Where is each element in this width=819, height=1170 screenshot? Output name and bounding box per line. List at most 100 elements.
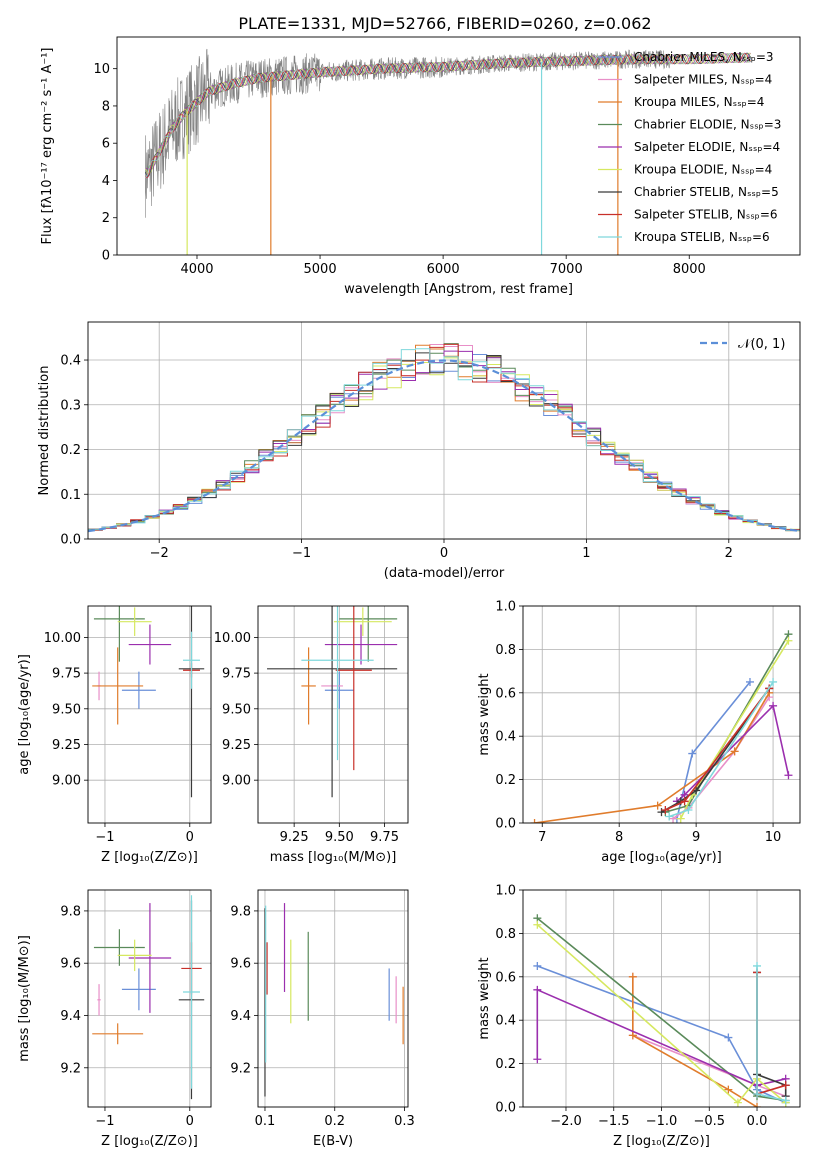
data-point — [533, 1055, 542, 1064]
axes-frame — [87, 889, 212, 1108]
y-axis-label: Normed distribution — [37, 366, 52, 496]
series-k_stelib — [753, 961, 790, 1105]
y-tick-label: 9.2 — [60, 1061, 81, 1076]
errorbar-k_elodie — [333, 607, 392, 636]
data-point — [684, 805, 693, 814]
normal-curve — [88, 359, 800, 533]
x-tick-label: 9.75 — [370, 830, 399, 845]
chart-age_vs_Z: −1 0 9.00 9.25 9.50 9.75 10.00 Z [log₁₀(Z/Z⊙)] a… — [17, 605, 212, 865]
legend: 𝒩(0, 1) — [700, 337, 785, 352]
chart-age_vs_mass: 9.25 9.50 9.75 9.00 9.25 9.50 9.75 10.00 mass [l… — [214, 605, 409, 865]
errorbar-k_miles — [92, 1023, 144, 1045]
plot-area — [267, 606, 398, 798]
series-k_elodie — [676, 636, 793, 823]
data-point — [781, 1081, 790, 1090]
y-axis-label: mass weight — [477, 957, 492, 1039]
y-tick-label: 9.50 — [52, 702, 81, 717]
y-tick-label: 0.8 — [495, 643, 516, 658]
x-tick-label: 7000 — [550, 262, 583, 277]
data-point — [730, 747, 739, 756]
plot-area — [144, 48, 752, 255]
y-tick-label: 9.6 — [230, 957, 251, 972]
plot-area — [92, 895, 205, 1100]
y-tick-label: 0.2 — [60, 443, 81, 458]
plot-area — [88, 343, 800, 533]
axes-frame — [116, 36, 801, 256]
x-tick-label: 1 — [582, 546, 590, 561]
chart-spectrum: 4000 5000 6000 7000 8000 0 2 4 6 8 10 Chabrier MILE… — [40, 36, 801, 297]
legend-label: Salpeter MILES, Nₛₛₚ=4 — [634, 73, 772, 87]
x-tick-label: −1 — [292, 546, 311, 561]
errorbar-c_elodie — [339, 606, 398, 662]
x-tick-label: −2.0 — [550, 1114, 582, 1129]
data-point — [769, 701, 778, 710]
series-line — [536, 988, 786, 1087]
errorbar-s_elodie — [128, 624, 172, 665]
y-tick-label: 0.2 — [495, 773, 516, 788]
plot-area — [530, 630, 793, 823]
y-tick-label: 9.75 — [52, 667, 81, 682]
data-point — [530, 819, 539, 823]
histogram-s_stelib — [88, 343, 800, 531]
x-tick-label: 5000 — [304, 262, 337, 277]
x-tick-label: 4000 — [180, 262, 213, 277]
series-s_stelib — [661, 684, 774, 814]
errorbar-k_stelib — [301, 606, 374, 761]
plot-area — [264, 903, 404, 1097]
y-tick-label: 8 — [102, 99, 110, 114]
data-point — [533, 961, 542, 970]
data-point — [628, 972, 637, 981]
x-tick-label: 0.0 — [747, 1114, 768, 1129]
data-point — [753, 1103, 762, 1107]
x-tick-label: −1 — [95, 830, 114, 845]
x-axis-label: (data-model)/error — [384, 566, 505, 581]
data-point — [533, 985, 542, 994]
y-tick-label: 0.4 — [495, 1014, 516, 1029]
data-point — [724, 1085, 733, 1094]
model-spectrum-k_elodie — [145, 52, 752, 174]
data-point — [724, 1033, 733, 1042]
errorbar-k_miles — [301, 647, 316, 725]
x-tick-label: 8 — [615, 830, 623, 845]
y-axis-label: mass [log₁₀(M/M⊙)] — [17, 935, 32, 1062]
y-tick-label: 0.0 — [60, 533, 81, 548]
legend-label: Kroupa MILES, Nₛₛₚ=4 — [634, 95, 764, 109]
legend-label: Chabrier MILES, Nₛₛₚ=3 — [634, 50, 774, 64]
errorbar-s_elodie — [324, 624, 398, 665]
series-line — [664, 688, 770, 811]
data-point — [661, 805, 670, 814]
plot-area — [92, 606, 205, 798]
x-tick-label: 9.50 — [325, 830, 354, 845]
y-tick-label: 9.4 — [230, 1009, 251, 1024]
x-tick-label: 7 — [538, 830, 546, 845]
y-tick-label: 9.00 — [222, 774, 251, 789]
x-axis-label: wavelength [Angstrom, rest frame] — [344, 282, 573, 297]
data-point — [676, 814, 685, 823]
y-tick-label: 9.75 — [222, 667, 251, 682]
data-point — [784, 636, 793, 645]
data-point — [753, 961, 762, 970]
series-line — [665, 633, 790, 813]
errorbar-c_elodie — [93, 606, 145, 662]
model-spectrum-k_stelib — [145, 52, 751, 178]
y-axis-label: Flux [fλ10⁻¹⁷ erg cm⁻² s⁻¹ A⁻¹] — [40, 48, 55, 245]
legend: Chabrier MILES, Nₛₛₚ=3 Salpeter MILES, Nₛ… — [598, 50, 781, 244]
errorbar-k_elodie — [117, 939, 152, 972]
y-tick-label: 1.0 — [495, 600, 516, 615]
y-tick-label: 0.0 — [495, 817, 516, 832]
legend-label: Kroupa ELODIE, Nₛₛₚ=4 — [634, 163, 772, 177]
series-line — [661, 688, 770, 813]
series-k_miles — [628, 972, 762, 1107]
series-line — [534, 692, 770, 823]
y-tick-label: 0.6 — [495, 686, 516, 701]
errorbar-k_stelib — [183, 895, 200, 1089]
y-tick-label: 9.6 — [60, 957, 81, 972]
errorbar-c_miles — [324, 671, 354, 709]
x-tick-label: 0 — [440, 546, 448, 561]
y-tick-label: 0.1 — [60, 488, 81, 503]
errorbar-s_miles — [97, 984, 101, 1016]
chart-mass_vs_ebv: 0.1 0.2 0.3 9.2 9.4 9.6 9.8 E(B-V) — [230, 889, 415, 1149]
data-point — [653, 801, 662, 810]
y-tick-label: 0.2 — [495, 1057, 516, 1072]
